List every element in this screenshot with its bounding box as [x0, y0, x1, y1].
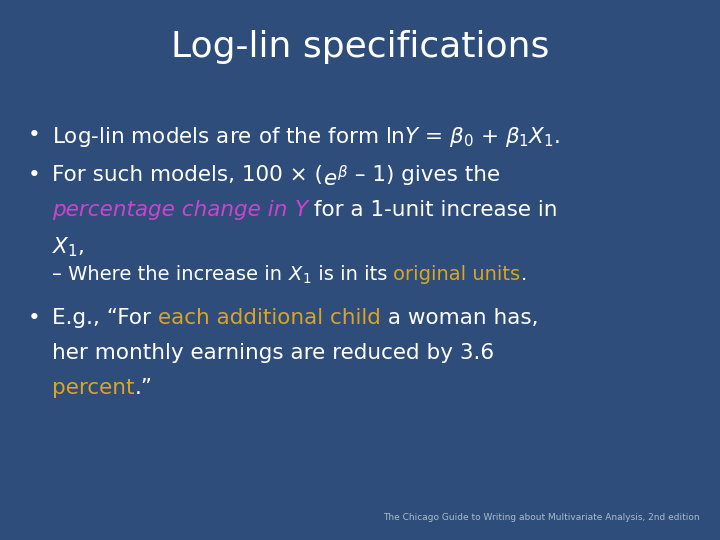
Text: is in its: is in its — [312, 265, 393, 284]
Text: .: . — [521, 265, 527, 284]
Text: $X_1$: $X_1$ — [288, 265, 312, 286]
Text: The Chicago Guide to Writing about Multivariate Analysis, 2nd edition: The Chicago Guide to Writing about Multi… — [383, 513, 700, 522]
Text: For such models, 100 × (: For such models, 100 × ( — [52, 165, 323, 185]
Text: •: • — [28, 308, 41, 328]
Text: for a 1-unit increase in: for a 1-unit increase in — [307, 200, 558, 220]
Text: $X_1$,: $X_1$, — [52, 235, 84, 259]
Text: percentage change in: percentage change in — [52, 200, 294, 220]
Text: her monthly earnings are reduced by 3.6: her monthly earnings are reduced by 3.6 — [52, 343, 494, 363]
Text: E.g., “For: E.g., “For — [52, 308, 158, 328]
Text: – Where the increase in: – Where the increase in — [52, 265, 288, 284]
Text: – 1) gives the: – 1) gives the — [348, 165, 500, 185]
Text: •: • — [28, 125, 41, 145]
Text: each additional child: each additional child — [158, 308, 381, 328]
Text: percent: percent — [52, 378, 135, 398]
Text: original units: original units — [393, 265, 521, 284]
Text: $e^{\beta}$: $e^{\beta}$ — [323, 165, 348, 190]
Text: a woman has,: a woman has, — [381, 308, 539, 328]
Text: .”: .” — [135, 378, 153, 398]
Text: •: • — [28, 165, 41, 185]
Text: Log-lin models are of the form ln$Y$ = $\beta_0$ + $\beta_1 X_1$.: Log-lin models are of the form ln$Y$ = $… — [52, 125, 560, 149]
Text: Log-lin specifications: Log-lin specifications — [171, 30, 549, 64]
Text: Y: Y — [294, 200, 307, 220]
